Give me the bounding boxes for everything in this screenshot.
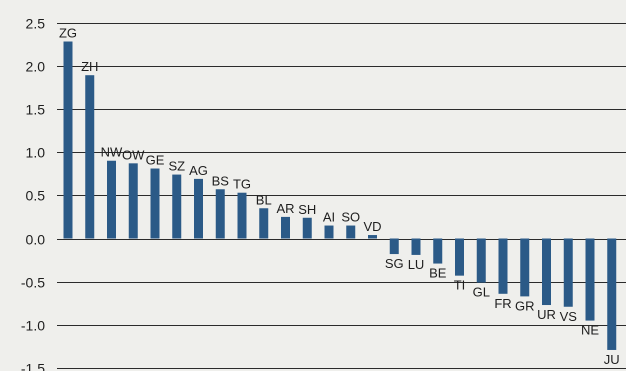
- bar-label-vd: VD: [363, 219, 381, 234]
- bar-label-bl: BL: [256, 192, 272, 207]
- bar-so: [346, 225, 356, 239]
- bar-ar: [281, 216, 290, 239]
- y-tick-label: -1.0: [21, 318, 45, 334]
- y-tick-label: -0.5: [21, 275, 45, 291]
- bar-label-sh: SH: [298, 202, 316, 217]
- bar-label-vs: VS: [560, 309, 578, 324]
- bar-label-zh: ZH: [81, 59, 98, 74]
- y-tick-label: 0.0: [26, 232, 46, 248]
- bar-label-sz: SZ: [168, 159, 185, 174]
- y-tick-label: 1.0: [26, 145, 46, 161]
- bar-label-bs: BS: [212, 173, 230, 188]
- bar-gr: [520, 238, 530, 297]
- bar-sz: [172, 174, 182, 239]
- bar-fr: [498, 238, 508, 294]
- bar-ne: [585, 238, 595, 321]
- bar-bl: [259, 208, 269, 239]
- bar-label-gr: GR: [515, 298, 535, 313]
- bar-bs: [215, 189, 225, 239]
- y-tick-label: 2.5: [26, 16, 46, 32]
- bar-label-ju: JU: [604, 352, 620, 367]
- bar-label-ow: OW: [122, 147, 145, 162]
- bars: [63, 41, 617, 350]
- bar-label-nw: NW: [101, 145, 123, 160]
- bar-sh: [302, 217, 312, 239]
- bar-label-ur: UR: [537, 307, 556, 322]
- bar-ge: [150, 168, 160, 239]
- bar-label-gl: GL: [473, 285, 490, 300]
- bar-label-fr: FR: [494, 296, 511, 311]
- bar-zh: [85, 75, 95, 239]
- y-tick-label: -1.5: [21, 361, 45, 371]
- y-tick-label: 0.5: [26, 188, 46, 204]
- bar-vd: [368, 235, 377, 239]
- bar-label-ag: AG: [189, 163, 208, 178]
- bar-sg: [389, 238, 399, 255]
- bar-ur: [542, 238, 551, 306]
- bar-ti: [455, 238, 464, 276]
- bar-ai: [324, 225, 334, 239]
- bar-vs: [563, 238, 573, 307]
- bar-nw: [107, 160, 116, 239]
- bar-ju: [607, 238, 617, 350]
- bar-label-be: BE: [429, 266, 447, 281]
- y-tick-label: 1.5: [26, 102, 46, 118]
- bar-label-sg: SG: [385, 256, 404, 271]
- bar-label-ne: NE: [581, 323, 599, 338]
- bar-label-ai: AI: [323, 210, 335, 225]
- bar-label-tg: TG: [233, 177, 251, 192]
- bar-label-ti: TI: [454, 278, 466, 293]
- bar-tg: [237, 192, 247, 239]
- y-axis-tick-labels: 2.5 2.0 1.5 1.0 0.5 0.0 -0.5 -1.0 -1.5: [21, 16, 45, 371]
- bar-gl: [476, 238, 486, 283]
- bar-label-zg: ZG: [59, 26, 77, 41]
- bar-lu: [411, 238, 421, 255]
- y-tick-label: 2.0: [26, 59, 46, 75]
- bar-zg: [63, 41, 73, 239]
- bar-ow: [128, 163, 138, 239]
- bar-label-ar: AR: [276, 201, 294, 216]
- bar-label-ge: GE: [146, 153, 165, 168]
- bar-ag: [194, 178, 203, 239]
- bar-be: [433, 238, 443, 264]
- bar-label-so: SO: [341, 210, 360, 225]
- bar-label-lu: LU: [408, 257, 425, 272]
